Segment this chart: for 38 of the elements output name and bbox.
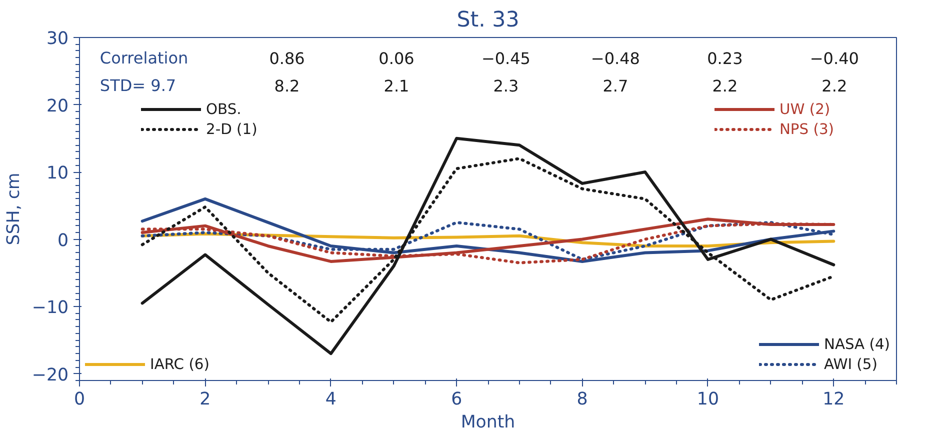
chart-title: St. 33 xyxy=(456,8,520,32)
legend-label: NASA (4) xyxy=(824,336,890,352)
annotation: −0.48 xyxy=(590,49,640,68)
legend-label: UW (2) xyxy=(779,100,830,118)
y-tick-label: 20 xyxy=(46,96,69,116)
annotation: 2.2 xyxy=(822,76,848,96)
y-tick-label: 30 xyxy=(46,29,69,49)
x-tick-label: 10 xyxy=(696,390,719,410)
legend-label: IARC (6) xyxy=(150,356,210,372)
x-tick-label: 2 xyxy=(200,390,211,410)
annotation: 2.3 xyxy=(493,76,519,96)
legend-label: OBS. xyxy=(206,100,242,118)
annotation: −0.40 xyxy=(810,49,859,68)
y-tick-label: −10 xyxy=(32,298,69,318)
y-tick-label: 0 xyxy=(57,230,69,251)
annotation: 2.1 xyxy=(384,76,410,96)
x-tick-label: 0 xyxy=(74,390,86,410)
annotation: 8.2 xyxy=(274,76,300,96)
annotation: −0.45 xyxy=(481,49,530,68)
annotation: STD= 9.7 xyxy=(100,76,176,96)
annotation: 0.23 xyxy=(707,49,743,68)
x-tick-label: 4 xyxy=(325,390,336,410)
annotation: 2.2 xyxy=(712,76,738,96)
y-tick-label: 10 xyxy=(46,164,69,184)
annotation: 0.86 xyxy=(269,49,305,68)
y-tick-label: −20 xyxy=(32,365,69,386)
annotation: 0.06 xyxy=(378,49,414,68)
x-tick-label: 12 xyxy=(822,390,845,410)
line-series xyxy=(140,197,836,263)
x-tick-label: 8 xyxy=(576,390,588,410)
legend-label: NPS (3) xyxy=(779,120,834,138)
x-axis-title: Month xyxy=(460,412,516,432)
x-tick-label: 6 xyxy=(451,390,462,410)
annotation: Correlation xyxy=(100,48,188,68)
y-axis-title: SSH, cm xyxy=(4,172,24,246)
legend-label: 2-D (1) xyxy=(206,120,258,138)
legend-label: AWI (5) xyxy=(824,356,878,372)
annotation: 2.7 xyxy=(602,76,628,96)
